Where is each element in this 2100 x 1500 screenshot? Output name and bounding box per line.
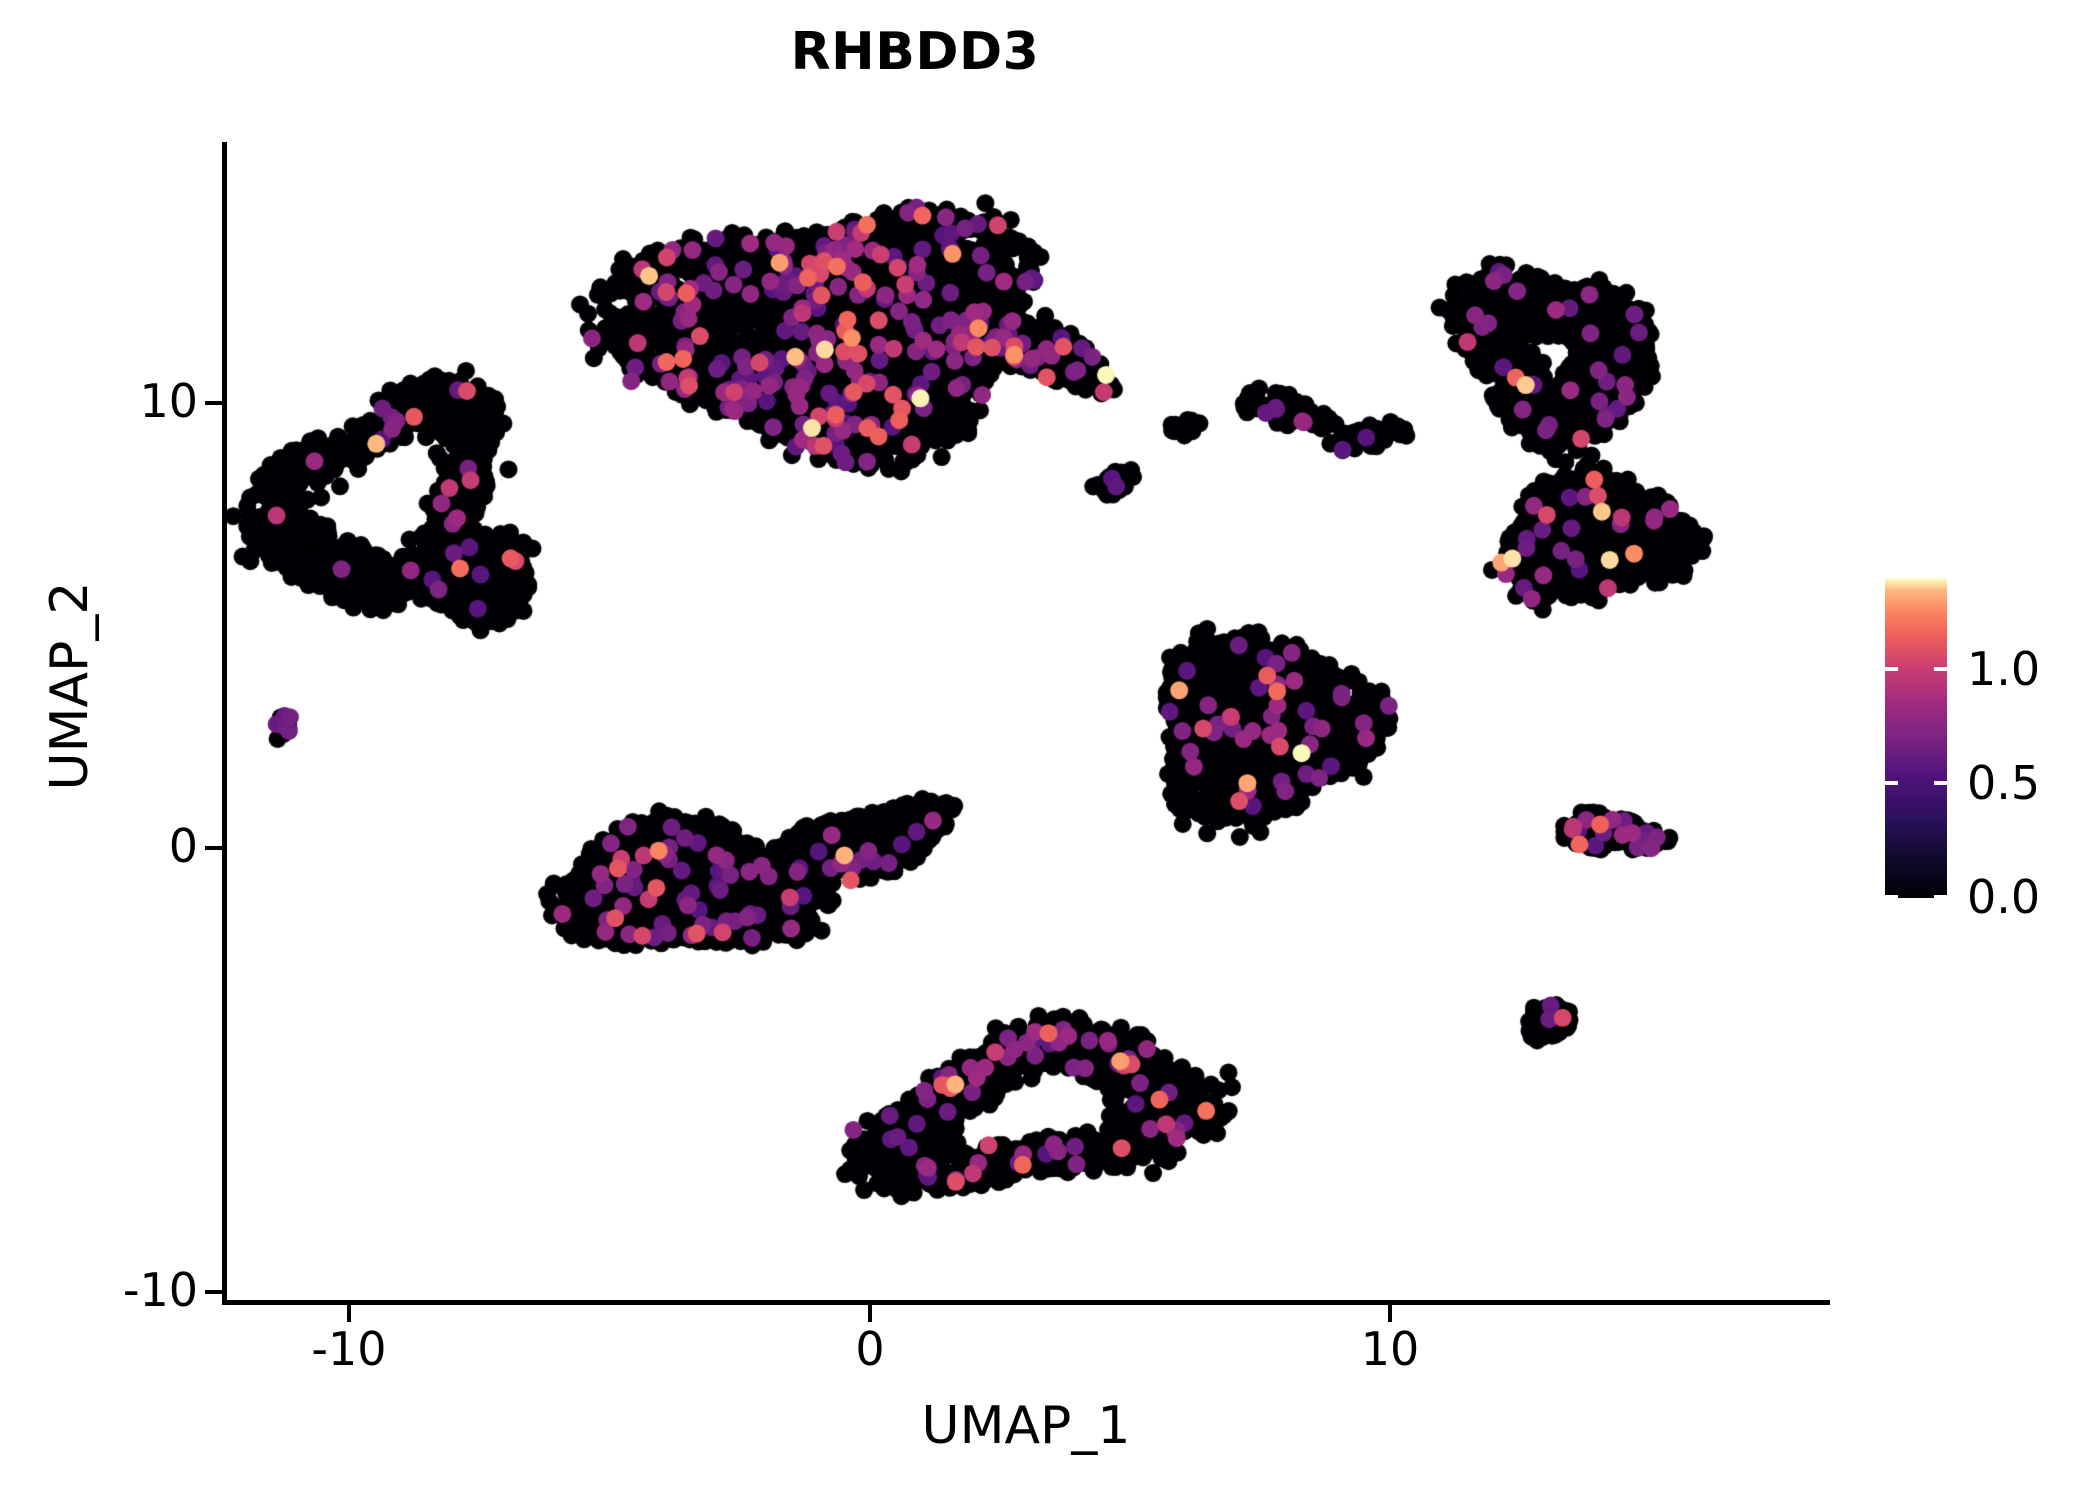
x-tick-label-0: 0	[855, 1322, 885, 1376]
x-axis-title: UMAP_1	[921, 1396, 1131, 1456]
colorbar-label-0: 0.0	[1967, 870, 2041, 924]
y-tick-mark-10	[205, 401, 222, 405]
colorbar-label-05: 0.5	[1967, 756, 2041, 810]
x-axis-line	[222, 1300, 1830, 1305]
colorbar-gradient	[1885, 578, 1947, 898]
colorbar-tick-1-right	[1934, 667, 1947, 671]
y-tick-label-neg10: -10	[122, 1263, 198, 1317]
scatter-canvas	[222, 142, 1830, 1302]
y-axis-line	[222, 142, 227, 1305]
y-tick-mark-0	[205, 846, 222, 850]
page-title: RHBDD3	[790, 22, 1040, 82]
x-tick-mark-10	[1388, 1305, 1392, 1322]
colorbar-tick-05-right	[1934, 781, 1947, 785]
y-tick-mark-neg10	[205, 1290, 222, 1294]
plot-panel	[222, 142, 1830, 1302]
y-tick-label-10: 10	[139, 374, 198, 428]
x-tick-mark-neg10	[347, 1305, 351, 1322]
colorbar-tick-05-left	[1885, 781, 1898, 785]
x-tick-mark-0	[868, 1305, 872, 1322]
y-axis-title: UMAP_2	[40, 581, 100, 791]
x-tick-label-neg10: -10	[311, 1322, 387, 1376]
colorbar-tick-0-right	[1934, 895, 1947, 899]
colorbar-tick-1-left	[1885, 667, 1898, 671]
x-tick-label-10: 10	[1360, 1322, 1420, 1376]
y-tick-label-0: 0	[168, 819, 198, 873]
colorbar-label-1: 1.0	[1967, 642, 2041, 696]
colorbar-tick-0-left	[1885, 895, 1898, 899]
